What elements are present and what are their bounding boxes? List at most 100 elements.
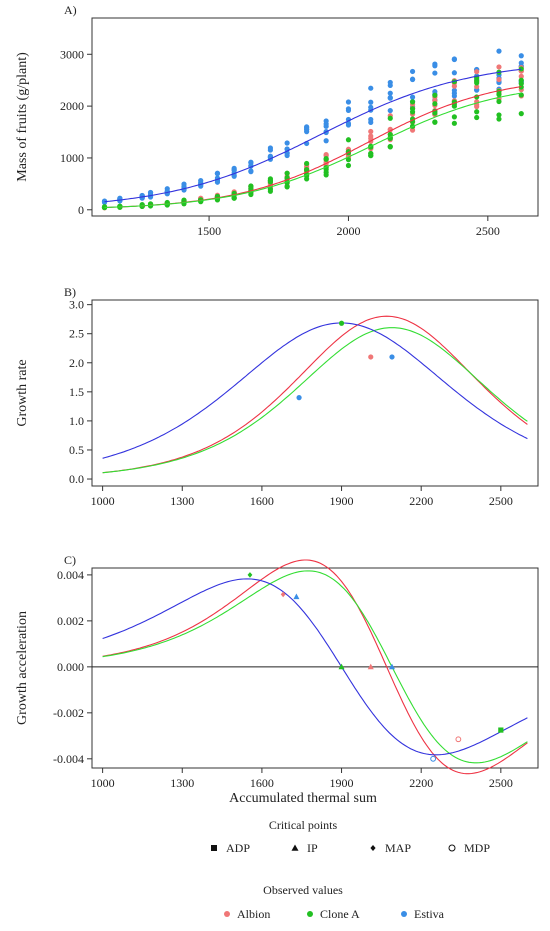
- accel-curve-estiva: [102, 578, 528, 756]
- legend-item-label: MDP: [464, 841, 490, 855]
- dot-icon: [307, 911, 313, 917]
- data-point: [214, 171, 221, 177]
- legend-item-label: IP: [307, 841, 318, 855]
- data-point: [518, 53, 524, 59]
- data-point: [368, 133, 374, 139]
- y-axis-label: Mass of fruits (g/plant): [15, 52, 30, 182]
- data-point: [368, 128, 374, 135]
- data-point: [496, 64, 502, 70]
- data-point: [323, 169, 329, 175]
- data-point: [409, 94, 416, 100]
- x-tick-label: 2200: [409, 494, 433, 508]
- data-point: [496, 48, 502, 54]
- legend-item-label: ADP: [226, 841, 250, 855]
- critical-point-ip: [367, 663, 374, 670]
- rate-curve-albion: [102, 315, 528, 474]
- y-axis-label: Growth rate: [15, 359, 30, 426]
- data-point: [451, 114, 457, 120]
- y-tick-label: 3.0: [69, 298, 84, 312]
- data-point: [387, 115, 393, 121]
- panel-1: 1500 2000 2500 0 1000 2000 3000 A) Mass of fruit…: [15, 3, 539, 238]
- critical-point: [368, 354, 374, 360]
- panel-2: 1000 1300 1600 1900 2200 2500 0.0 0.5 1.0 1.5 2.0 2…: [15, 285, 539, 508]
- data-point: [409, 106, 416, 112]
- critical-point-map: [280, 591, 286, 598]
- data-point: [432, 92, 438, 98]
- legend-critical-points: Critical points ADP IP MAP MDP: [211, 818, 490, 855]
- data-point: [345, 157, 352, 163]
- data-point: [518, 77, 524, 83]
- data-point: [387, 82, 393, 89]
- data-point: [248, 160, 254, 166]
- data-point: [432, 63, 438, 69]
- data-point: [147, 189, 154, 196]
- data-point: [231, 167, 237, 173]
- y-tick-label: -0.004: [53, 752, 84, 766]
- y-tick-label: 2.5: [69, 327, 84, 341]
- critical-point-adp: [498, 727, 504, 733]
- y-tick-label: -0.002: [53, 706, 84, 720]
- y-axis-label: Growth acceleration: [15, 611, 30, 725]
- data-point: [451, 103, 457, 109]
- y-tick-label: 1.0: [69, 414, 84, 428]
- critical-point-ip: [388, 663, 395, 670]
- data-point: [432, 110, 438, 116]
- data-point: [345, 106, 352, 112]
- plot-frame: [91, 299, 539, 487]
- x-tick-label: 1900: [330, 494, 354, 508]
- critical-point-ip: [293, 593, 300, 600]
- fit-curve-clone-a: [104, 92, 522, 209]
- y-tick-label: 1000: [60, 151, 84, 165]
- accel-curve-clone-a: [102, 570, 528, 764]
- rate-curve-clone-a: [102, 327, 528, 474]
- data-point: [368, 99, 374, 105]
- dot-icon: [224, 911, 230, 917]
- data-point: [518, 73, 524, 79]
- data-point: [368, 85, 374, 91]
- data-point: [474, 114, 480, 121]
- data-point: [496, 98, 502, 105]
- panel-3: 1000 1300 1600 1900 2200 2500 -0.004 -0.002 0.00…: [15, 553, 539, 806]
- y-tick-label: 0.5: [69, 443, 84, 457]
- data-point: [345, 99, 352, 105]
- fit-curve-estiva: [104, 68, 522, 203]
- critical-point: [389, 354, 395, 360]
- data-point: [267, 147, 273, 153]
- data-point: [432, 101, 438, 107]
- y-tick-label: 1.5: [69, 385, 84, 399]
- data-point: [451, 70, 457, 76]
- legend-observed-values: Observed values Albion Clone A Estiva: [224, 883, 445, 921]
- x-tick-label: 2000: [336, 224, 360, 238]
- y-tick-label: 3000: [60, 47, 84, 61]
- data-point: [198, 178, 204, 184]
- dot-icon: [401, 911, 407, 917]
- data-point: [368, 150, 374, 157]
- data-point: [451, 56, 457, 62]
- data-point: [345, 137, 352, 143]
- data-point: [304, 126, 310, 132]
- plot-frame: [91, 567, 539, 769]
- scatter-estiva: [101, 48, 524, 205]
- rate-curve-estiva: [102, 322, 528, 459]
- data-point: [267, 188, 273, 194]
- data-point: [409, 99, 416, 105]
- data-point: [496, 112, 502, 118]
- data-point: [267, 179, 273, 185]
- critical-point: [338, 320, 345, 326]
- x-tick-label: 1000: [91, 494, 115, 508]
- data-point: [474, 84, 480, 90]
- legend-item-label: MAP: [385, 841, 411, 855]
- data-point: [368, 116, 374, 123]
- panel-label: C): [64, 553, 76, 567]
- data-point: [181, 181, 187, 187]
- data-point: [518, 111, 524, 117]
- data-point: [451, 83, 457, 89]
- data-point: [139, 195, 145, 201]
- x-tick-label: 1600: [250, 494, 274, 508]
- data-point: [304, 160, 310, 167]
- data-point: [323, 152, 329, 158]
- y-tick-label: 0.004: [57, 568, 84, 582]
- data-point: [432, 119, 438, 125]
- data-point: [284, 183, 290, 189]
- data-point: [284, 152, 290, 159]
